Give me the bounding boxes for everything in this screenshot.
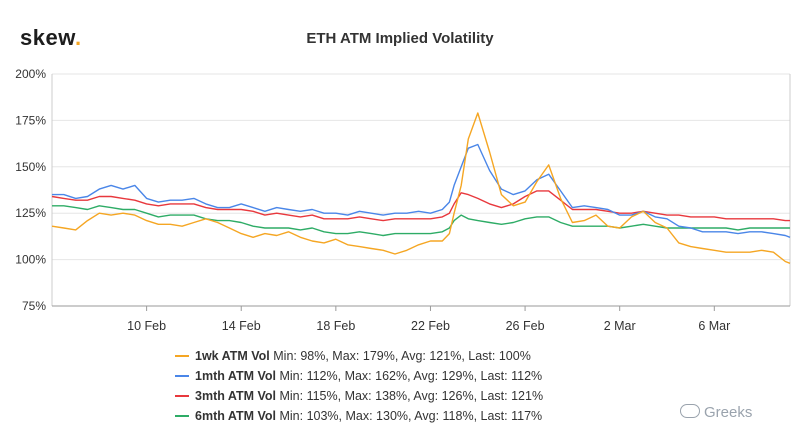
x-tick-label: 6 Mar xyxy=(698,319,730,333)
legend-swatch xyxy=(175,374,189,377)
x-tick-label: 14 Feb xyxy=(222,319,261,333)
chart-title: ETH ATM Implied Volatility xyxy=(306,30,494,47)
y-tick-label: 125% xyxy=(15,206,46,220)
series-line-1mth-atm-vol xyxy=(52,143,791,238)
y-tick-label: 200% xyxy=(15,67,46,81)
legend-swatch xyxy=(175,414,189,417)
y-tick-label: 150% xyxy=(15,160,46,174)
legend-series-name: 3mth ATM Vol xyxy=(195,389,277,403)
axes: 75% 100% 125% 150% 175% 200% 10 Feb 14 Feb 18 Fe… xyxy=(15,67,791,333)
series-line-1wk-atm-vol xyxy=(51,112,791,264)
watermark-text: Greeks xyxy=(704,404,753,421)
brand-dot: . xyxy=(75,25,82,50)
brand-logo: skew. xyxy=(20,25,82,51)
legend-series-name: 1mth ATM Vol xyxy=(195,369,277,383)
legend-series-stats: Min: 103%, Max: 130%, Avg: 118%, Last: 1… xyxy=(276,409,543,423)
y-tick-label: 175% xyxy=(15,113,46,127)
legend-series-stats: Min: 98%, Max: 179%, Avg: 121%, Last: 10… xyxy=(269,349,531,363)
legend: 1wk ATM Vol Min: 98%, Max: 179%, Avg: 12… xyxy=(175,346,543,426)
series-line-3mth-atm-vol xyxy=(51,190,790,222)
legend-item[interactable]: 1wk ATM Vol Min: 98%, Max: 179%, Avg: 12… xyxy=(175,346,543,366)
legend-series-stats: Min: 112%, Max: 162%, Avg: 129%, Last: 1… xyxy=(276,369,543,383)
legend-item[interactable]: 1mth ATM Vol Min: 112%, Max: 162%, Avg: … xyxy=(175,366,543,386)
chat-bubble-icon xyxy=(680,404,700,419)
legend-swatch xyxy=(175,354,189,357)
x-tick-label: 26 Feb xyxy=(506,319,545,333)
legend-series-name: 6mth ATM Vol xyxy=(195,409,277,423)
x-tick-label: 10 Feb xyxy=(127,319,166,333)
legend-swatch xyxy=(175,394,189,397)
y-tick-label: 100% xyxy=(15,253,46,267)
grid-lines xyxy=(52,73,790,307)
series-line-6mth-atm-vol xyxy=(52,205,790,237)
legend-series-stats: Min: 115%, Max: 138%, Avg: 126%, Last: 1… xyxy=(276,389,544,403)
x-tick-label: 2 Mar xyxy=(604,319,636,333)
legend-item[interactable]: 6mth ATM Vol Min: 103%, Max: 130%, Avg: … xyxy=(175,406,543,426)
brand-name: skew xyxy=(20,25,76,50)
legend-series-name: 1wk ATM Vol xyxy=(195,349,270,363)
series-lines xyxy=(51,112,791,264)
x-tick-label: 18 Feb xyxy=(316,319,355,333)
y-tick-label: 75% xyxy=(22,299,46,313)
legend-item[interactable]: 3mth ATM Vol Min: 115%, Max: 138%, Avg: … xyxy=(175,386,543,406)
x-tick-label: 22 Feb xyxy=(411,319,450,333)
watermark: Greeks xyxy=(680,404,752,421)
